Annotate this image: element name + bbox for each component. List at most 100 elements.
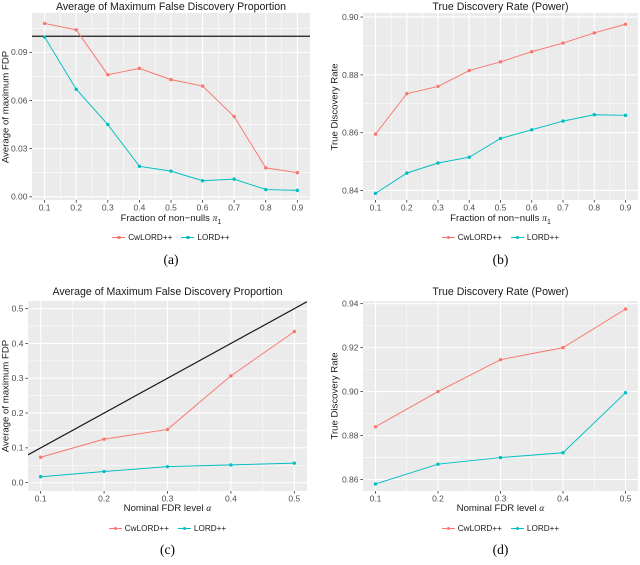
data-point: [232, 177, 236, 181]
series-key-icon: [108, 525, 122, 533]
x-tick-label: 0.5: [495, 203, 507, 213]
legend-item: LORD++: [510, 233, 559, 242]
figure-b: True Discovery Rate (Power) True Discove…: [320, 0, 640, 280]
x-axis-title-symbol: π: [212, 213, 218, 224]
data-point: [229, 463, 233, 467]
legend-item: CwLORD++: [108, 524, 169, 533]
y-tick-label: 0.90: [342, 12, 359, 22]
data-point: [373, 191, 378, 196]
x-tick-label: 0.2: [432, 494, 444, 504]
legend-label: CwLORD++: [128, 233, 173, 242]
data-point: [292, 329, 297, 334]
data-point: [405, 171, 409, 175]
data-point: [373, 482, 378, 486]
legend-item: CwLORD++: [441, 233, 502, 242]
x-tick-label: 0.5: [165, 203, 177, 213]
data-point: [74, 28, 78, 32]
y-tick-label: 0.86: [342, 474, 359, 484]
data-point: [530, 50, 534, 54]
data-point: [169, 169, 173, 173]
x-tick-label: 0.3: [102, 203, 114, 213]
data-point: [165, 464, 170, 469]
legend-label: CwLORD++: [457, 524, 502, 533]
y-tick-label: 0.03: [11, 144, 28, 154]
legend-label: CwLORD++: [124, 524, 169, 533]
y-tick-label: 0.2: [12, 408, 24, 418]
figure-d: True Discovery Rate (Power) True Discove…: [320, 280, 640, 565]
chart-canvas: 0.1 0.2 0.3 0.4 0.5 0.0 0.1 0.2 0.3 0.4 0.5: [12, 301, 307, 504]
x-tick-label: 0.4: [557, 494, 569, 504]
plot-title: True Discovery Rate (Power): [432, 286, 569, 298]
data-point: [561, 345, 565, 350]
x-tick-label: 0.4: [225, 494, 237, 504]
x-tick-label: 0.1: [370, 203, 382, 213]
data-point: [295, 188, 300, 193]
series-key-icon: [510, 525, 524, 533]
data-point: [229, 374, 233, 378]
legend-label: LORD++: [197, 233, 230, 242]
x-tick-label: 0.2: [401, 203, 413, 213]
figure-caption: (b): [492, 252, 509, 267]
x-tick-label: 0.3: [432, 203, 444, 213]
data-point: [498, 455, 503, 460]
legend: CwLORD++ LORD++: [28, 524, 307, 533]
data-point: [436, 462, 440, 466]
data-point: [169, 77, 173, 82]
legend: CwLORD++ LORD++: [363, 233, 638, 242]
x-axis-title: Nominal FDR level α: [28, 503, 307, 516]
data-point: [102, 469, 106, 474]
series-point-swatch: [186, 235, 190, 240]
y-tick-label: 0.4: [12, 338, 24, 348]
x-tick-label: 0.1: [370, 494, 382, 504]
data-point: [623, 307, 628, 311]
chart-canvas: 0.1 0.2 0.3 0.4 0.5 0.6 0.7 0.8 0.9 0.84 0.86 0.88 0…: [342, 12, 638, 213]
series-point-swatch: [113, 526, 118, 531]
x-tick-label: 0.6: [526, 203, 538, 213]
x-axis-title-symbol: α: [539, 503, 545, 514]
data-point: [467, 155, 471, 159]
series-point-swatch: [182, 526, 187, 531]
y-tick-label: 0.3: [12, 373, 24, 383]
chart-canvas: 0.1 0.2 0.3 0.4 0.5 0.6 0.7 0.8 0.9 0.00 0.03 0.06 0…: [11, 13, 310, 213]
data-point: [405, 91, 409, 96]
x-tick-label: 0.1: [35, 494, 47, 504]
legend-item: LORD++: [177, 524, 226, 533]
figure-a: Average of Maximum False Discovery Propo…: [0, 0, 320, 280]
legend-item: LORD++: [181, 233, 230, 242]
data-point: [436, 389, 440, 394]
x-tick-label: 0.9: [620, 203, 632, 213]
x-tick-label: 0.4: [133, 203, 145, 213]
x-tick-label: 0.3: [495, 494, 507, 504]
data-point: [623, 113, 628, 118]
data-point: [102, 437, 106, 441]
data-point: [106, 122, 110, 127]
data-point: [106, 73, 110, 77]
plot-title: Average of Maximum False Discovery Propo…: [55, 1, 286, 13]
figure-caption: (d): [492, 542, 509, 557]
legend-item: CwLORD++: [112, 233, 172, 242]
plot-title: Average of Maximum False Discovery Propo…: [52, 286, 283, 298]
x-axis-title-text: Nominal FDR level: [456, 503, 540, 514]
x-tick-label: 0.2: [70, 203, 82, 213]
x-axis-title-subscript: 1: [217, 218, 222, 226]
data-point: [592, 113, 596, 117]
series-key-icon: [441, 234, 455, 242]
series-point-swatch: [515, 235, 520, 240]
series-key-icon: [181, 234, 195, 242]
data-point: [498, 358, 503, 362]
y-tick-label: 0.0: [12, 478, 24, 488]
series-key-icon: [112, 234, 126, 242]
legend-label: CwLORD++: [457, 233, 502, 242]
data-point: [436, 161, 440, 165]
data-point: [592, 31, 596, 35]
y-tick-label: 0.00: [11, 192, 28, 202]
data-point: [498, 136, 503, 141]
x-axis-title-subscript: 1: [546, 218, 551, 226]
data-point: [561, 119, 565, 123]
y-tick-label: 0.06: [11, 95, 28, 105]
y-tick-label: 0.1: [12, 443, 24, 453]
y-tick-label: 0.5: [12, 304, 24, 314]
data-point: [42, 21, 47, 26]
x-axis-title: Nominal FDR level α: [363, 503, 638, 516]
series-point-swatch: [446, 526, 451, 531]
